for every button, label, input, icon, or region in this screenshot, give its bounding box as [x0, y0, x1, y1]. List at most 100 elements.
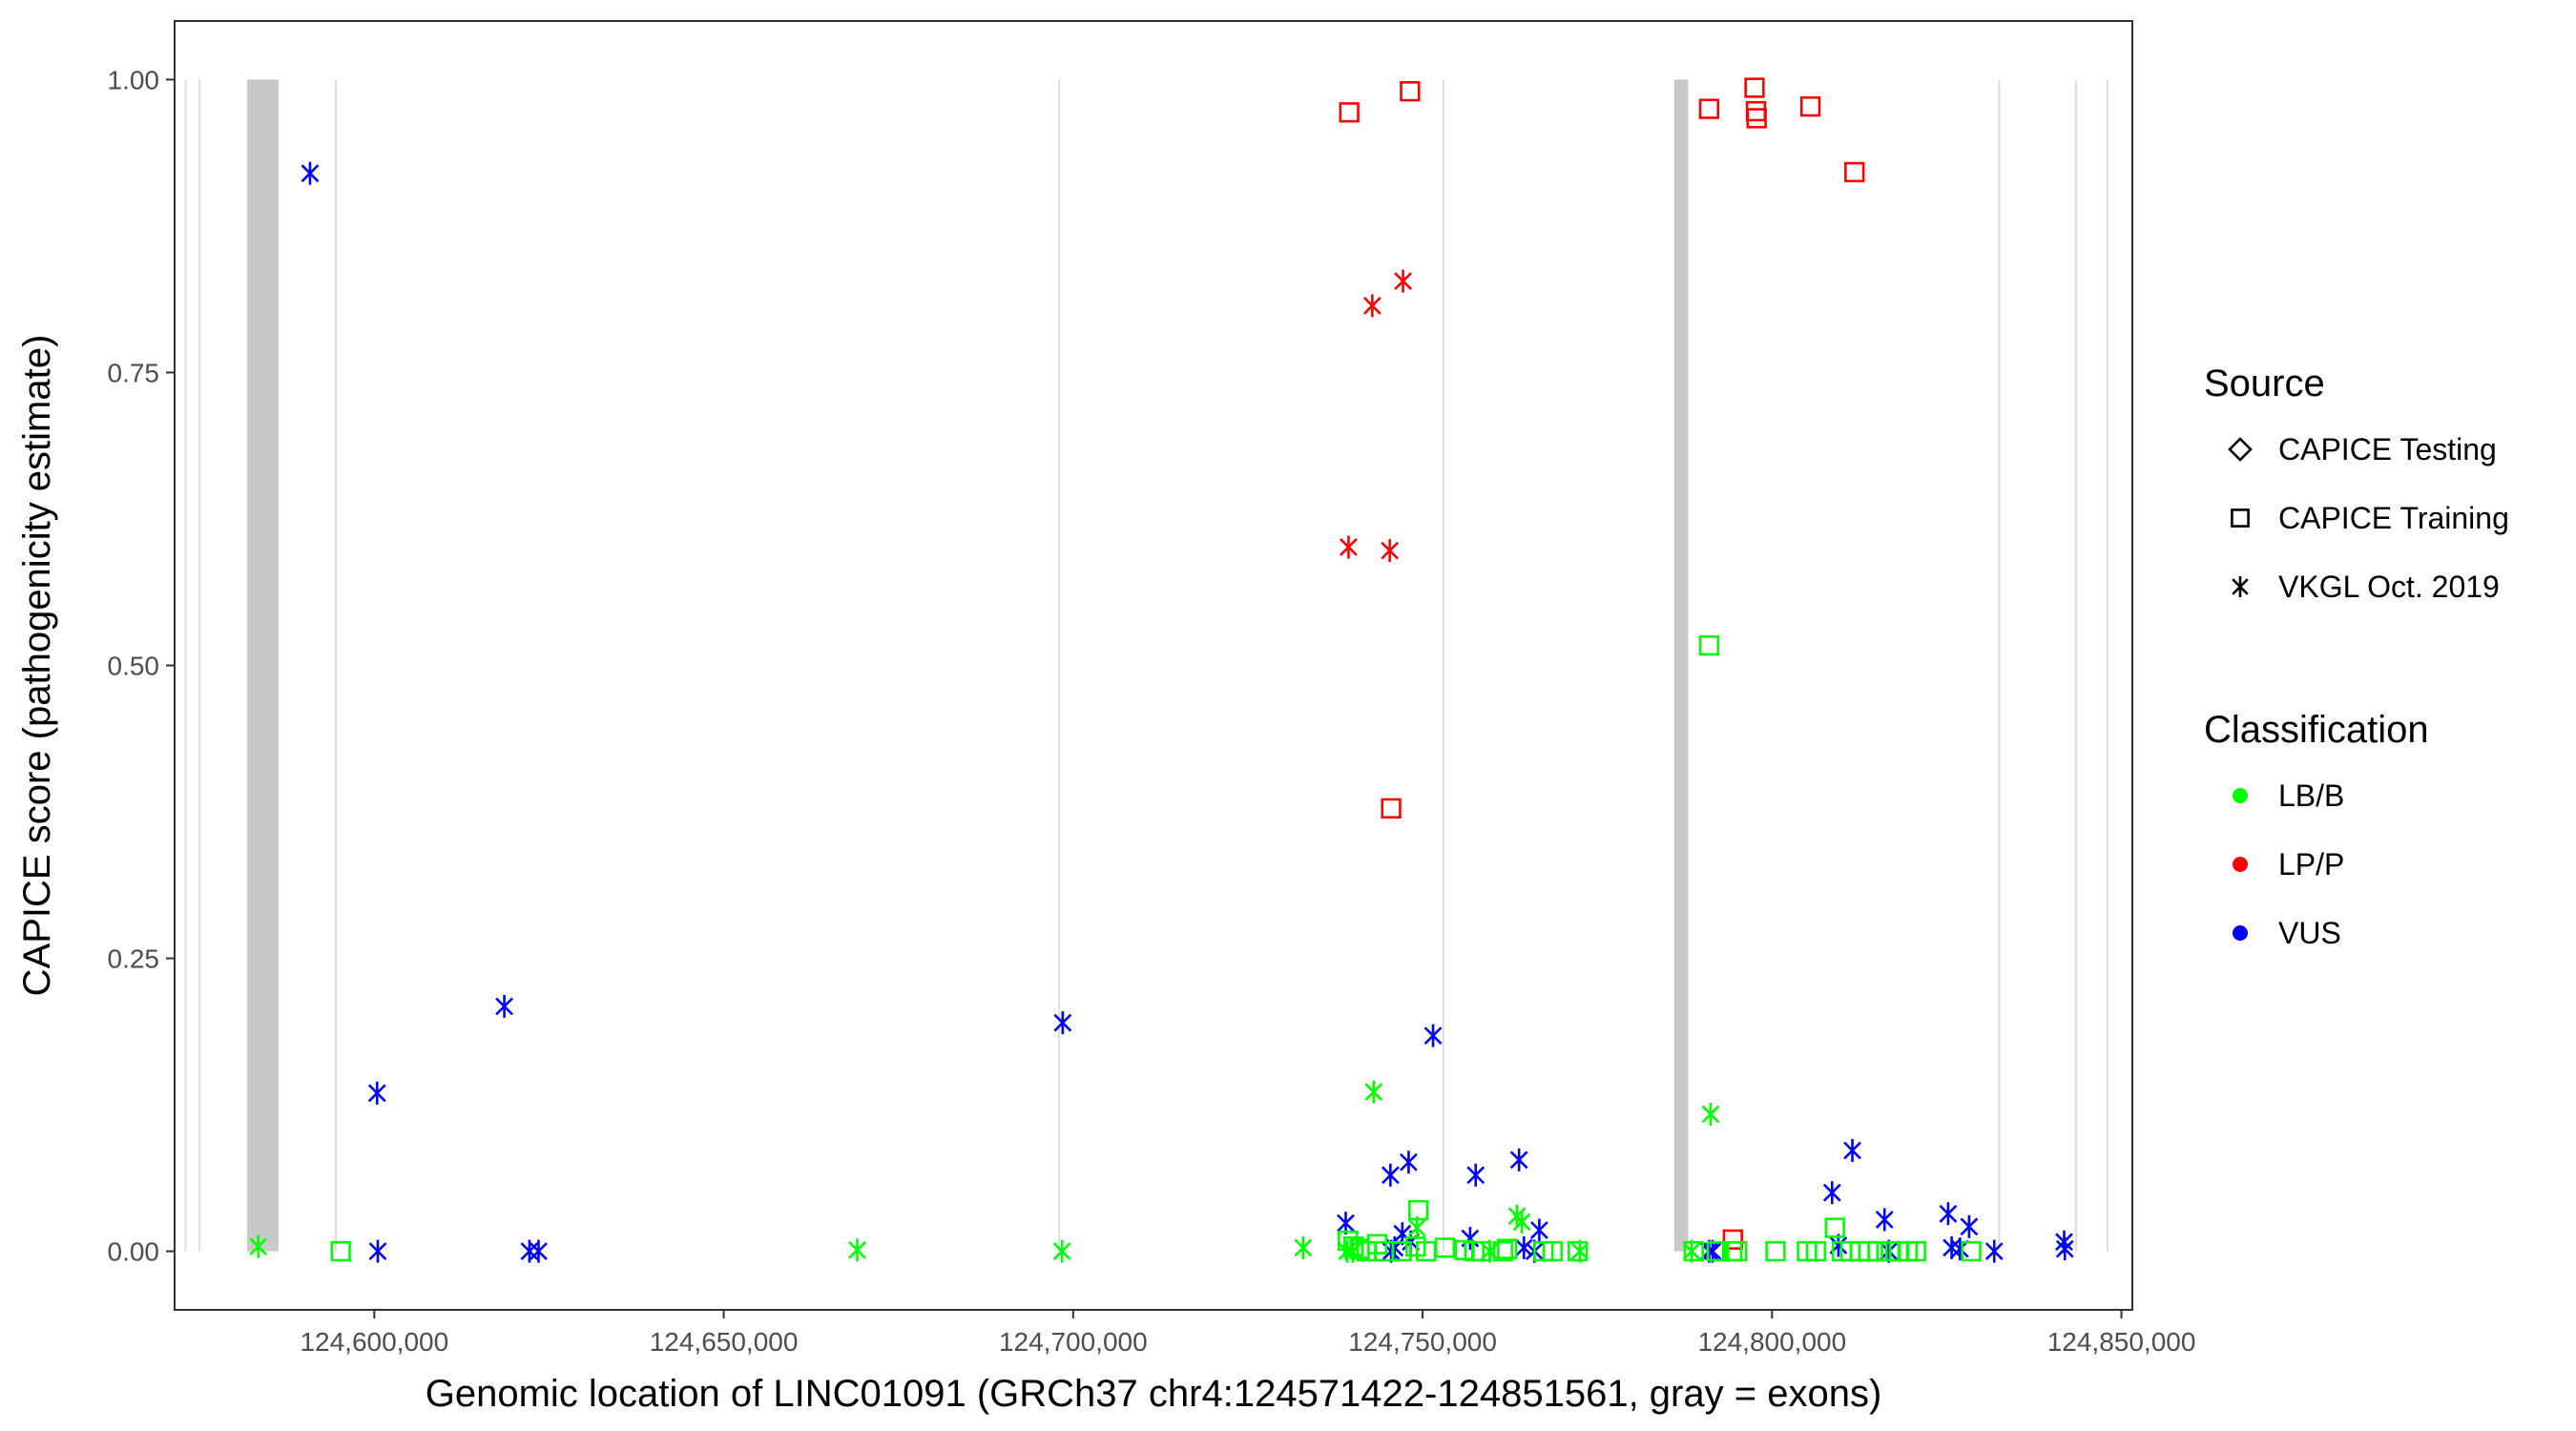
data-point	[1512, 1210, 1531, 1234]
data-point	[330, 1240, 351, 1262]
legend-class-label: LP/P	[2278, 847, 2344, 881]
data-point	[1805, 1240, 1827, 1262]
y-tick-label: 0.75	[108, 358, 160, 387]
legend-source-label: CAPICE Testing	[2278, 432, 2497, 467]
exon-band	[1673, 79, 1689, 1252]
legend-classification-items: LB/B LP/P VUS	[2233, 778, 2344, 950]
data-point	[1727, 1240, 1748, 1262]
data-point	[1529, 1218, 1548, 1242]
data-point	[301, 161, 320, 185]
data-point	[1394, 269, 1412, 293]
x-tick-label: 124,850,000	[2047, 1327, 2196, 1357]
x-tick-label: 124,700,000	[999, 1327, 1148, 1357]
data-point	[1698, 98, 1720, 119]
x-tick-label: 124,800,000	[1697, 1327, 1846, 1357]
data-point	[1514, 1235, 1533, 1259]
data-point	[367, 1081, 386, 1105]
x-axis-title: Genomic location of LINC01091 (GRCh37 ch…	[426, 1373, 1882, 1415]
legend-classification-title: Classification	[2204, 709, 2429, 751]
grid-layer	[184, 79, 2109, 1252]
legend-class-key	[2233, 788, 2248, 803]
data-point	[2055, 1237, 2074, 1261]
data-point	[1400, 1151, 1418, 1174]
data-point	[1746, 108, 1767, 129]
data-point	[1342, 1236, 1364, 1257]
data-point	[1701, 1102, 1720, 1126]
data-point	[1381, 539, 1400, 563]
data-point	[368, 1239, 387, 1263]
data-point	[1844, 161, 1865, 183]
point-layer	[249, 77, 2074, 1263]
data-point	[1843, 1138, 1861, 1162]
plot-panel	[174, 20, 2133, 1311]
y-tick-label: 0.00	[108, 1237, 160, 1267]
data-point	[1509, 1148, 1528, 1172]
data-point	[1470, 1240, 1492, 1262]
legend-source-label: CAPICE Training	[2278, 501, 2509, 535]
data-point	[1875, 1208, 1894, 1232]
x-tick-label: 124,750,000	[1348, 1327, 1497, 1357]
exon-layer	[247, 79, 1689, 1252]
data-point	[530, 1239, 548, 1263]
data-point	[1984, 1239, 2004, 1263]
data-point	[1939, 1202, 1958, 1226]
data-point	[1960, 1214, 1979, 1238]
data-point	[1466, 1163, 1485, 1187]
data-point	[1423, 1024, 1443, 1047]
y-axis: 0.00 0.25 0.50 0.75 1.00	[108, 65, 175, 1267]
data-point	[1294, 1235, 1313, 1259]
legend-class-label: VUS	[2278, 916, 2341, 950]
data-point	[1744, 77, 1765, 98]
data-point	[1052, 1239, 1071, 1263]
legend-class-key	[2233, 857, 2248, 872]
legend-source-key	[2232, 576, 2249, 597]
legend-class-label: LB/B	[2278, 778, 2344, 813]
data-point	[1492, 1240, 1513, 1262]
data-point	[1961, 1240, 1982, 1262]
data-point	[848, 1238, 866, 1262]
legend-source-items: CAPICE Testing CAPICE Training VKGL Oct. 2…	[2228, 432, 2509, 604]
data-point	[1722, 1229, 1743, 1250]
data-point	[1434, 1237, 1456, 1258]
data-point	[1364, 1080, 1383, 1104]
data-point	[1053, 1011, 1072, 1035]
legend-class-key	[2233, 925, 2248, 941]
data-point	[1391, 1240, 1412, 1262]
x-tick-label: 124,600,000	[300, 1327, 448, 1357]
data-point	[495, 994, 513, 1018]
panel-background	[175, 21, 2132, 1310]
legend-source-key	[2231, 508, 2250, 528]
y-tick-label: 1.00	[108, 65, 160, 94]
data-point	[1698, 634, 1720, 656]
data-point	[1682, 1239, 1701, 1263]
data-point	[1340, 535, 1358, 559]
data-point	[1824, 1217, 1845, 1238]
exon-band	[247, 79, 279, 1252]
data-point	[1765, 1240, 1786, 1262]
data-point	[1400, 81, 1421, 102]
data-point	[1339, 102, 1360, 123]
data-point	[1405, 1236, 1426, 1257]
data-point	[1362, 294, 1381, 318]
data-point	[1905, 1240, 1926, 1262]
data-point	[1799, 95, 1821, 117]
data-point	[1542, 1240, 1563, 1262]
data-point	[1381, 1163, 1400, 1187]
y-axis-title: CAPICE score (pathogenicity estimate)	[16, 335, 58, 997]
data-point	[1822, 1181, 1841, 1205]
y-tick-label: 0.25	[108, 944, 160, 974]
legend: Source CAPICE Testing CAPICE Training VKGL…	[2204, 363, 2509, 950]
data-point	[1867, 1240, 1888, 1262]
legend-source-label: VKGL Oct. 2019	[2278, 570, 2500, 604]
data-point	[249, 1234, 268, 1258]
data-point	[1366, 1234, 1388, 1255]
data-point	[1683, 1240, 1704, 1262]
data-point	[1880, 1239, 1899, 1263]
data-point	[1568, 1240, 1589, 1262]
y-tick-label: 0.50	[108, 652, 160, 681]
data-point	[1570, 1239, 1589, 1263]
data-point	[1408, 1199, 1429, 1221]
x-axis: 124,600,000 124,650,000 124,700,000 124,750…	[300, 1310, 2195, 1357]
legend-source-key	[2228, 437, 2253, 462]
